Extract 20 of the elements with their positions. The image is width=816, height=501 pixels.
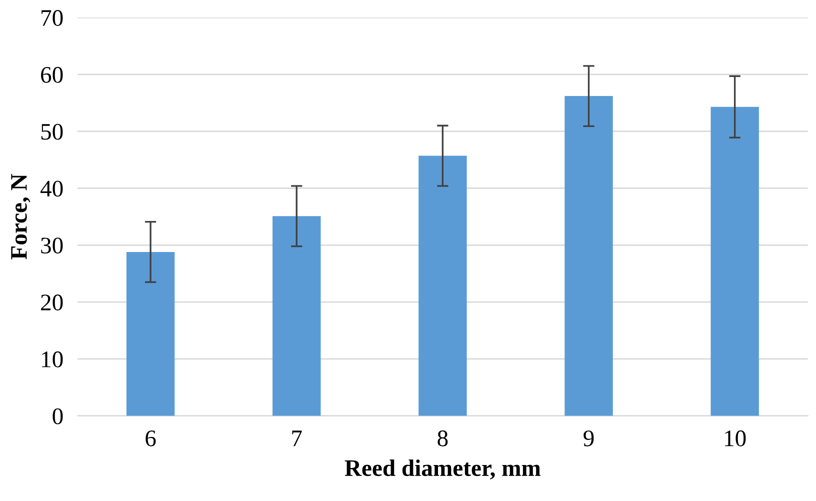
y-tick-label: 30 [41,238,63,254]
y-tick-label: 70 [42,10,63,26]
x-tick-label: 7 [292,430,302,446]
y-tick-label: 0 [52,408,63,424]
bar [126,252,175,416]
bar [564,96,613,416]
y-tick-label: 50 [41,124,63,140]
bar [272,216,321,416]
bar [710,106,759,416]
y-axis-title: Force, N [11,174,30,260]
y-tick-label: 20 [41,294,63,310]
x-tick-label: 9 [584,430,594,446]
x-axis-title: Reed diameter, mm [344,459,541,480]
y-tick-label: 10 [42,351,63,368]
x-tick-label: 10 [725,430,746,446]
bar [418,156,467,416]
x-tick-label: 6 [146,430,156,446]
y-tick-label: 40 [40,180,63,197]
x-tick-label: 8 [438,430,448,446]
y-tick-label: 60 [41,66,63,83]
